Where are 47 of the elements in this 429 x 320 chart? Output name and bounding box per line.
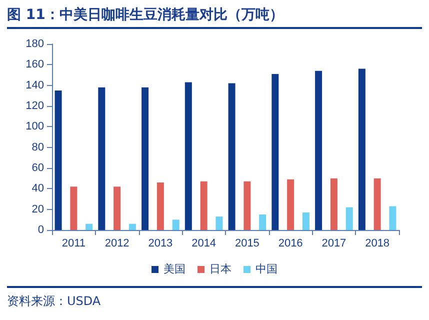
x-tick-label: 2011 [62, 238, 86, 250]
y-tick-label: 120 [26, 100, 44, 112]
x-tick-label: 2013 [148, 238, 173, 250]
bar [346, 207, 353, 230]
x-tick-label: 2012 [104, 238, 130, 250]
x-tick-label: 2016 [278, 238, 303, 250]
bar [315, 70, 322, 230]
bar [128, 224, 136, 230]
bar [389, 206, 396, 230]
legend-label: 美国 [164, 262, 186, 276]
bar [216, 216, 223, 230]
x-tick-label: 2014 [192, 238, 216, 250]
y-tick-label: 60 [32, 162, 44, 174]
bar [86, 224, 93, 230]
y-tick-label: 180 [26, 38, 44, 50]
chart-title: 图 11：中美日咖啡生豆消耗量对比（万吨） [7, 6, 422, 29]
bar [70, 186, 78, 230]
bar [172, 220, 180, 230]
bar [272, 74, 279, 230]
y-tick-label: 0 [38, 224, 44, 236]
bar [184, 82, 192, 230]
bar [54, 90, 62, 230]
x-tick-label: 2018 [365, 238, 390, 250]
bar [114, 186, 121, 230]
y-tick-label: 20 [32, 203, 44, 216]
bar [374, 178, 381, 230]
y-tick-label: 100 [26, 120, 44, 133]
bar [156, 182, 164, 230]
legend-label: 日本 [210, 262, 232, 276]
x-tick-label: 2015 [234, 238, 260, 250]
y-tick-label: 140 [26, 79, 44, 92]
bar [98, 87, 106, 230]
bar [200, 181, 208, 230]
bar [142, 87, 149, 230]
y-tick-label: 160 [26, 58, 44, 71]
bar [259, 214, 266, 230]
text: 资料来源：USDA [7, 286, 422, 310]
bar [330, 178, 338, 230]
y-tick-label: 80 [32, 141, 44, 154]
y-tick-label: 40 [32, 182, 44, 195]
x-tick-label: 2017 [322, 238, 346, 250]
bar [302, 212, 310, 230]
bar [244, 181, 251, 230]
bar [228, 83, 236, 230]
bar [358, 68, 366, 230]
bar [287, 179, 294, 230]
legend-label: 中国 [256, 262, 278, 276]
